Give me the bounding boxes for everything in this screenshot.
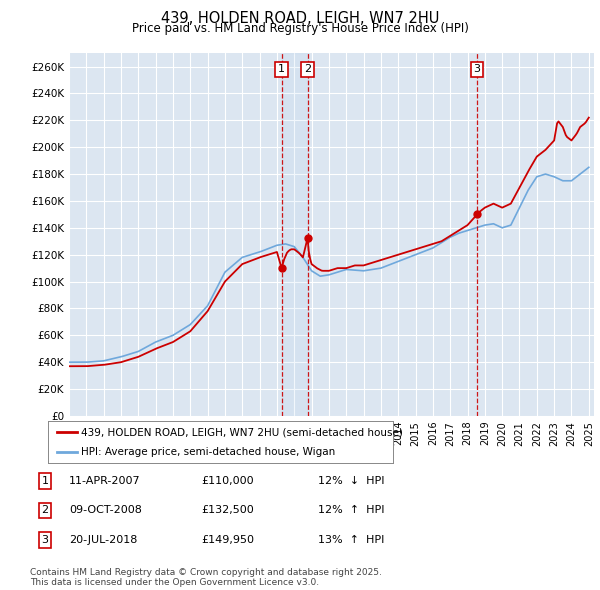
Text: Contains HM Land Registry data © Crown copyright and database right 2025.
This d: Contains HM Land Registry data © Crown c… bbox=[30, 568, 382, 587]
Text: £132,500: £132,500 bbox=[201, 506, 254, 515]
Text: 12%  ↑  HPI: 12% ↑ HPI bbox=[318, 506, 385, 515]
Text: 20-JUL-2018: 20-JUL-2018 bbox=[69, 535, 137, 545]
Text: 3: 3 bbox=[41, 535, 49, 545]
Text: HPI: Average price, semi-detached house, Wigan: HPI: Average price, semi-detached house,… bbox=[81, 447, 335, 457]
Text: Price paid vs. HM Land Registry's House Price Index (HPI): Price paid vs. HM Land Registry's House … bbox=[131, 22, 469, 35]
Text: £110,000: £110,000 bbox=[201, 476, 254, 486]
Text: 439, HOLDEN ROAD, LEIGH, WN7 2HU: 439, HOLDEN ROAD, LEIGH, WN7 2HU bbox=[161, 11, 439, 25]
Text: £149,950: £149,950 bbox=[201, 535, 254, 545]
Text: 13%  ↑  HPI: 13% ↑ HPI bbox=[318, 535, 385, 545]
Text: 439, HOLDEN ROAD, LEIGH, WN7 2HU (semi-detached house): 439, HOLDEN ROAD, LEIGH, WN7 2HU (semi-d… bbox=[81, 427, 403, 437]
Text: 09-OCT-2008: 09-OCT-2008 bbox=[69, 506, 142, 515]
Text: 3: 3 bbox=[473, 64, 481, 74]
Bar bbox=[281, 53, 308, 416]
Text: 12%  ↓  HPI: 12% ↓ HPI bbox=[318, 476, 385, 486]
Text: 2: 2 bbox=[304, 64, 311, 74]
Text: 2: 2 bbox=[41, 506, 49, 515]
Text: 1: 1 bbox=[41, 476, 49, 486]
Text: 11-APR-2007: 11-APR-2007 bbox=[69, 476, 140, 486]
Text: 1: 1 bbox=[278, 64, 285, 74]
